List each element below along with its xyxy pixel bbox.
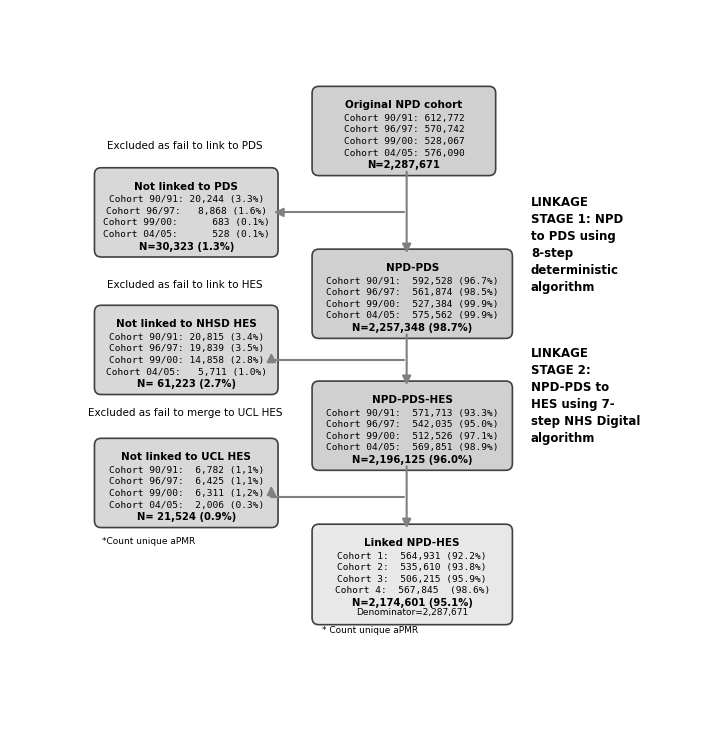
Text: Linked NPD-HES: Linked NPD-HES — [364, 538, 460, 548]
Text: *Count unique aPMR: *Count unique aPMR — [102, 537, 196, 545]
Text: N=2,196,125 (96.0%): N=2,196,125 (96.0%) — [352, 455, 472, 465]
Text: Original NPD cohort: Original NPD cohort — [346, 101, 462, 110]
Text: Excluded as fail to merge to UCL HES: Excluded as fail to merge to UCL HES — [88, 408, 282, 418]
Text: Cohort 96/97:  561,874 (98.5%): Cohort 96/97: 561,874 (98.5%) — [326, 288, 498, 297]
Text: Cohort 90/91:  6,782 (1,1%): Cohort 90/91: 6,782 (1,1%) — [109, 466, 264, 475]
Text: Cohort 99/00: 528,067: Cohort 99/00: 528,067 — [343, 137, 464, 146]
Text: N= 21,524 (0.9%): N= 21,524 (0.9%) — [137, 512, 236, 522]
FancyBboxPatch shape — [94, 305, 278, 394]
Text: LINKAGE
STAGE 2:
NPD-PDS to
HES using 7-
step NHS Digital
algorithm: LINKAGE STAGE 2: NPD-PDS to HES using 7-… — [531, 347, 640, 445]
Text: Cohort 2:  535,610 (93.8%): Cohort 2: 535,610 (93.8%) — [338, 564, 487, 572]
Text: Cohort 96/97:  542,035 (95.0%): Cohort 96/97: 542,035 (95.0%) — [326, 420, 498, 429]
Text: Cohort 90/91: 20,815 (3.4%): Cohort 90/91: 20,815 (3.4%) — [109, 332, 264, 342]
Text: Cohort 04/05: 576,090: Cohort 04/05: 576,090 — [343, 149, 464, 157]
Text: N= 61,223 (2.7%): N= 61,223 (2.7%) — [137, 379, 235, 389]
Text: Cohort 04/05:      528 (0.1%): Cohort 04/05: 528 (0.1%) — [103, 230, 269, 239]
FancyBboxPatch shape — [94, 168, 278, 257]
Text: Cohort 99/00:      683 (0.1%): Cohort 99/00: 683 (0.1%) — [103, 219, 269, 227]
Text: Cohort 99/00:  6,311 (1,2%): Cohort 99/00: 6,311 (1,2%) — [109, 489, 264, 498]
Text: Cohort 04/05:  575,562 (99.9%): Cohort 04/05: 575,562 (99.9%) — [326, 311, 498, 321]
FancyBboxPatch shape — [312, 86, 495, 176]
Text: N=2,174,601 (95.1%): N=2,174,601 (95.1%) — [352, 598, 473, 608]
Text: Cohort 04/05:  2,006 (0.3%): Cohort 04/05: 2,006 (0.3%) — [109, 501, 264, 510]
Text: Cohort 04/05:  569,851 (98.9%): Cohort 04/05: 569,851 (98.9%) — [326, 443, 498, 453]
Text: Excluded as fail to link to HES: Excluded as fail to link to HES — [107, 280, 263, 290]
Text: NPD-PDS-HES: NPD-PDS-HES — [372, 395, 453, 405]
Text: Cohort 96/97: 570,742: Cohort 96/97: 570,742 — [343, 125, 464, 134]
Text: Not linked to PDS: Not linked to PDS — [135, 182, 238, 192]
Text: Cohort 90/91:  571,713 (93.3%): Cohort 90/91: 571,713 (93.3%) — [326, 408, 498, 418]
Text: N=2,287,671: N=2,287,671 — [367, 160, 441, 171]
Text: Cohort 96/97:  6,425 (1,1%): Cohort 96/97: 6,425 (1,1%) — [109, 477, 264, 486]
Text: Excluded as fail to link to PDS: Excluded as fail to link to PDS — [107, 141, 263, 152]
Text: Cohort 3:  506,215 (95.9%): Cohort 3: 506,215 (95.9%) — [338, 574, 487, 584]
FancyBboxPatch shape — [312, 249, 513, 338]
Text: N=30,323 (1.3%): N=30,323 (1.3%) — [138, 241, 234, 252]
Text: Cohort 1:  564,931 (92.2%): Cohort 1: 564,931 (92.2%) — [338, 552, 487, 561]
Text: Cohort 96/97: 19,839 (3.5%): Cohort 96/97: 19,839 (3.5%) — [109, 344, 264, 354]
Text: Not linked to UCL HES: Not linked to UCL HES — [121, 452, 251, 462]
FancyBboxPatch shape — [312, 381, 513, 470]
Text: Cohort 90/91: 612,772: Cohort 90/91: 612,772 — [343, 114, 464, 123]
Text: Cohort 04/05:   5,711 (1.0%): Cohort 04/05: 5,711 (1.0%) — [106, 367, 266, 377]
Text: Cohort 90/91: 20,244 (3.3%): Cohort 90/91: 20,244 (3.3%) — [109, 195, 264, 204]
Text: Denominator=2,287,671: Denominator=2,287,671 — [356, 608, 469, 617]
Text: * Count unique aPMR: * Count unique aPMR — [322, 625, 418, 635]
Text: Not linked to NHSD HES: Not linked to NHSD HES — [116, 319, 256, 330]
Text: Cohort 96/97:   8,868 (1.6%): Cohort 96/97: 8,868 (1.6%) — [106, 207, 266, 216]
Text: NPD-PDS: NPD-PDS — [386, 263, 439, 273]
FancyBboxPatch shape — [312, 524, 513, 625]
Text: LINKAGE
STAGE 1: NPD
to PDS using
8-step
deterministic
algorithm: LINKAGE STAGE 1: NPD to PDS using 8-step… — [531, 195, 623, 294]
Text: Cohort 4:  567,845  (98.6%): Cohort 4: 567,845 (98.6%) — [335, 586, 490, 596]
Text: Cohort 99/00: 14,858 (2.8%): Cohort 99/00: 14,858 (2.8%) — [109, 356, 264, 365]
FancyBboxPatch shape — [94, 438, 278, 528]
Text: Cohort 99/00:  527,384 (99.9%): Cohort 99/00: 527,384 (99.9%) — [326, 300, 498, 309]
Text: N=2,257,348 (98.7%): N=2,257,348 (98.7%) — [352, 323, 472, 333]
Text: Cohort 90/91:  592,528 (96.7%): Cohort 90/91: 592,528 (96.7%) — [326, 276, 498, 286]
Text: Cohort 99/00:  512,526 (97.1%): Cohort 99/00: 512,526 (97.1%) — [326, 432, 498, 441]
